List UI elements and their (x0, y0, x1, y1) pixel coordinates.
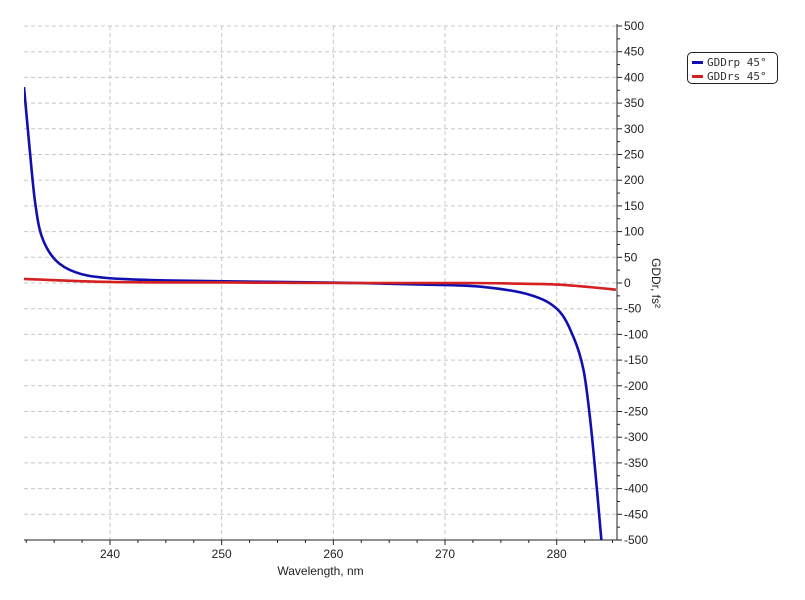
y-tick-label: 500 (624, 19, 644, 33)
y-tick-label: 0 (624, 276, 631, 290)
y-tick-label: 400 (624, 70, 644, 84)
x-tick-label: 280 (547, 547, 567, 561)
y-tick-label: -300 (624, 430, 648, 444)
y-tick-label: -250 (624, 405, 648, 419)
y-tick-label: -50 (624, 302, 642, 316)
y-tick-label: -500 (624, 533, 648, 547)
y-tick-label: 250 (624, 148, 644, 162)
y-tick-label: 50 (624, 250, 638, 264)
y-tick-label: -200 (624, 379, 648, 393)
x-tick-label: 270 (435, 547, 455, 561)
y-tick-label: -400 (624, 482, 648, 496)
y-tick-label: -450 (624, 507, 648, 521)
x-tick-label: 260 (323, 547, 343, 561)
x-tick-label: 240 (100, 547, 120, 561)
y-tick-label: -100 (624, 327, 648, 341)
y-tick-label: 350 (624, 96, 644, 110)
legend-item-gddrp: GDDrp 45° (692, 55, 777, 69)
y-tick-label: 300 (624, 122, 644, 136)
y-axis-label: GDDr, fs² (649, 258, 663, 308)
series-line-gddrp (24, 87, 603, 540)
legend-swatch-blue (692, 60, 703, 64)
y-tick-label: 450 (624, 45, 644, 59)
y-tick-label: -350 (624, 456, 648, 470)
legend-label: GDDrp 45° (707, 55, 767, 69)
series-line-gddrs (24, 277, 617, 291)
y-tick-label: 150 (624, 199, 644, 213)
legend-swatch-red (692, 74, 703, 78)
x-tick-label: 250 (212, 547, 232, 561)
y-tick-label: -150 (624, 353, 648, 367)
y-tick-label: 200 (624, 173, 644, 187)
legend: GDDrp 45° GDDrs 45° (687, 52, 778, 84)
y-tick-label: 100 (624, 225, 644, 239)
x-axis-label: Wavelength, nm (277, 564, 363, 578)
legend-item-gddrs: GDDrs 45° (692, 69, 777, 83)
legend-label: GDDrs 45° (707, 69, 767, 83)
